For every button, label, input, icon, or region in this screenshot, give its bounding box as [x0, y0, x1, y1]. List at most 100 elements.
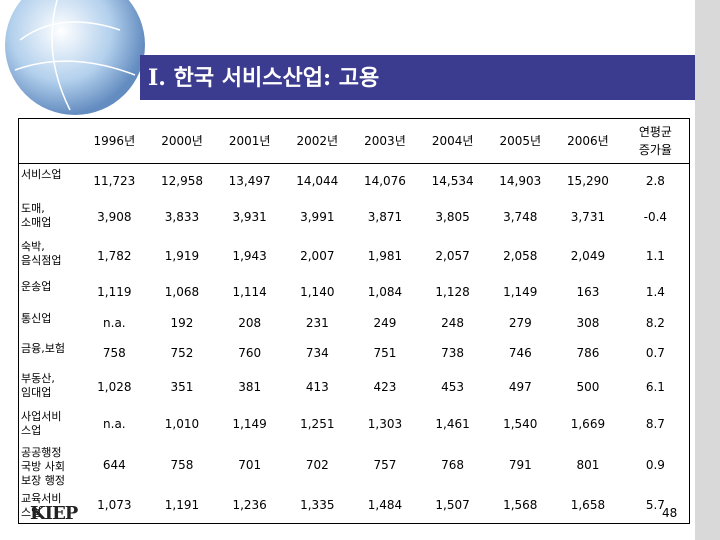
header-row: 1996년 2000년 2001년 2002년 2003년 2004년 2005년 2006년…	[18, 118, 690, 164]
value-cell: -0.4	[643, 209, 668, 224]
value-cell: 497	[508, 379, 532, 394]
value-cell: 786	[576, 345, 600, 360]
table-row: 도매, 소매업 3,908 3,833 3,931 3,991 3,871 3,805 3,7…	[19, 198, 690, 236]
value-cell: 8.7	[645, 416, 665, 431]
value-cell: 279	[508, 315, 532, 330]
row-label: 숙박, 음식점업	[21, 239, 62, 267]
header-cell: 1996년	[80, 118, 149, 164]
value-cell: 758	[102, 345, 126, 360]
value-cell: 231	[305, 315, 329, 330]
value-cell: 0.7	[645, 345, 665, 360]
value-cell: 1,568	[503, 498, 538, 513]
page-number: 48	[662, 506, 678, 520]
value-cell: 2,057	[435, 248, 470, 263]
logo: KIEP	[30, 503, 78, 524]
value-cell: 1,119	[97, 284, 132, 299]
value-cell: 12,958	[160, 173, 203, 188]
value-cell: 3,991	[300, 209, 335, 224]
value-cell: 1,140	[300, 284, 335, 299]
row-label: 서비스업	[21, 168, 62, 181]
row-label: 금융,보험	[21, 341, 65, 355]
value-cell: 2,007	[300, 248, 335, 263]
value-cell: 1,540	[503, 416, 538, 431]
value-cell: 758	[170, 457, 194, 472]
value-cell: 1,191	[164, 498, 200, 513]
table-row: 숙박, 음식점업 1,782 1,919 1,943 2,007 1,981 2,057 2,…	[19, 236, 690, 276]
value-cell: 1,251	[300, 416, 335, 431]
table-row: 운송업 1,119 1,068 1,114 1,140 1,084 1,128 1,149 16…	[19, 276, 690, 308]
value-cell: 1,073	[97, 498, 132, 513]
value-cell: 6.1	[645, 379, 665, 394]
value-cell: 1,303	[367, 416, 403, 431]
value-cell: 413	[305, 379, 329, 394]
value-cell: 1,461	[435, 416, 470, 431]
value-cell: 1,114	[232, 284, 267, 299]
row-label: 부동산, 임대업	[21, 371, 55, 399]
value-cell: 1,028	[97, 379, 132, 394]
value-cell: 381	[238, 379, 262, 394]
row-label: 도매, 소매업	[21, 201, 52, 229]
table-row: 서비스업 11,723 12,958 13,497 14,044 14,076 14,534…	[19, 164, 690, 198]
value-cell: 13,497	[228, 173, 271, 188]
slide-title: I. 한국 서비스산업: 고용	[148, 65, 380, 91]
value-cell: 500	[576, 379, 600, 394]
value-cell: 1,128	[435, 284, 470, 299]
value-cell: 1,084	[367, 284, 403, 299]
value-cell: 1,010	[164, 416, 200, 431]
value-cell: n.a.	[103, 416, 126, 431]
header-cell: 2003년	[351, 118, 419, 164]
value-cell: 192	[170, 315, 194, 330]
value-cell: 751	[373, 345, 397, 360]
side-strip	[695, 0, 720, 540]
header-cell: 2004년	[418, 118, 487, 164]
value-cell: 734	[305, 345, 329, 360]
value-cell: 2.8	[645, 173, 665, 188]
value-cell: 308	[576, 315, 600, 330]
value-cell: 8.2	[645, 315, 665, 330]
value-cell: 163	[576, 284, 600, 299]
table-row: 공공행정 국방 사회 보장 행정 644 758 701 702 757 768 791 801…	[19, 442, 690, 488]
row-label: 공공행정 국방 사회 보장 행정	[21, 445, 65, 487]
value-cell: 1,919	[164, 248, 200, 263]
value-cell: 1,149	[232, 416, 267, 431]
value-cell: 14,903	[499, 173, 542, 188]
value-cell: 14,534	[431, 173, 474, 188]
value-cell: 2,049	[570, 248, 606, 263]
value-cell: 746	[508, 345, 532, 360]
value-cell: 1,943	[232, 248, 267, 263]
value-cell: 3,871	[367, 209, 403, 224]
value-cell: 1,335	[300, 498, 335, 513]
table-row: 통신업 n.a. 192 208 231 249 248 279 308 8.2	[19, 308, 690, 338]
title-banner	[140, 55, 695, 100]
value-cell: 1,981	[367, 248, 403, 263]
value-cell: 768	[441, 457, 465, 472]
header-cell: 2006년	[554, 118, 622, 164]
value-cell: 5.7	[645, 498, 665, 513]
value-cell: 11,723	[93, 173, 136, 188]
value-cell: 14,044	[296, 173, 339, 188]
value-cell: 1,484	[367, 498, 403, 513]
header-cell: 2005년	[486, 118, 555, 164]
table-row: 사업서비 스업 n.a. 1,010 1,149 1,251 1,303 1,461 1,54…	[19, 406, 690, 442]
value-cell: 1,236	[232, 498, 267, 513]
value-cell: 208	[238, 315, 262, 330]
value-cell: n.a.	[103, 315, 126, 330]
value-cell: 249	[373, 315, 397, 330]
value-cell: 351	[170, 379, 194, 394]
value-cell: 1,068	[164, 284, 200, 299]
value-cell: 423	[373, 379, 397, 394]
value-cell: 1.4	[645, 284, 665, 299]
value-cell: 453	[441, 379, 465, 394]
value-cell: 738	[441, 345, 465, 360]
row-label: 교육서비 스업	[21, 491, 62, 519]
value-cell: 2,058	[503, 248, 538, 263]
globe-graphic	[5, 0, 145, 115]
value-cell: 1,149	[503, 284, 538, 299]
header-cell: 2000년	[148, 118, 216, 164]
value-cell: 0.9	[645, 457, 665, 472]
value-cell: 801	[576, 457, 600, 472]
value-cell: 701	[238, 457, 262, 472]
value-cell: 1,658	[570, 498, 606, 513]
value-cell: 248	[441, 315, 465, 330]
